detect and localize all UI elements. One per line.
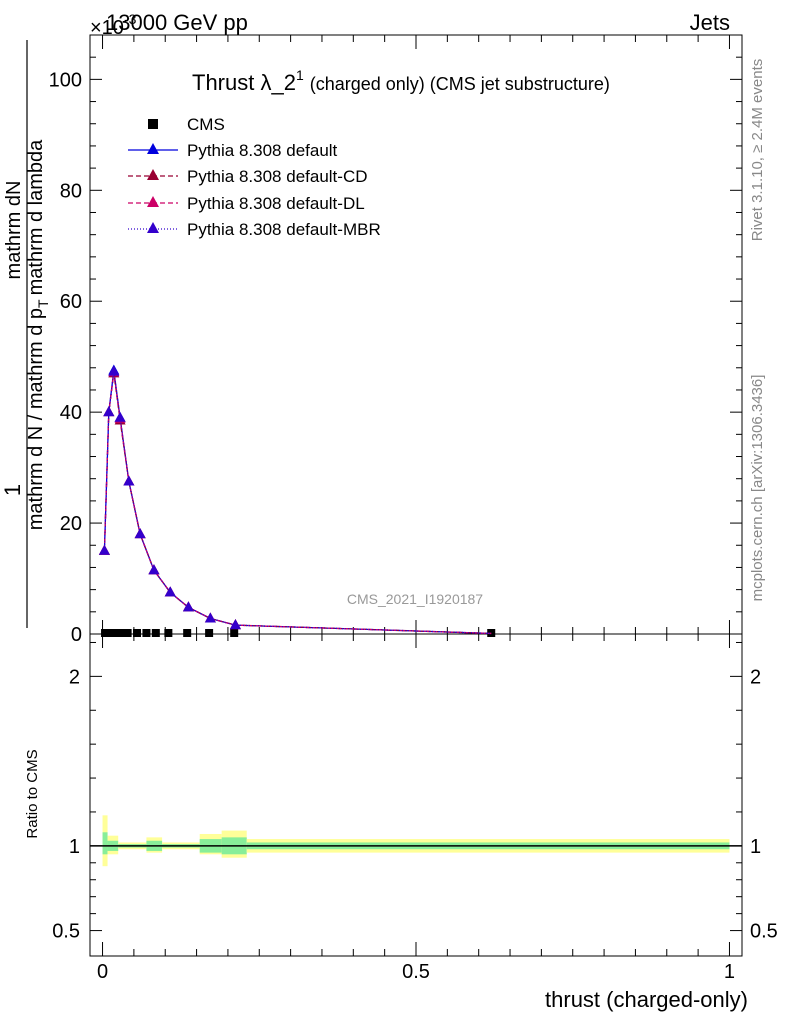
series-marker xyxy=(229,619,241,630)
cms-data-point xyxy=(117,629,126,637)
x-tick-label: 1 xyxy=(724,961,735,983)
cms-data-point xyxy=(151,629,160,637)
main-y-tick-label: 100 xyxy=(49,69,82,91)
series-marker xyxy=(182,601,194,612)
y-label-denominator: mathrm d N / mathrm d pTmathrm d lambda xyxy=(25,139,51,530)
legend-marker-mbr xyxy=(147,222,159,233)
ratio-y-tick-label-right: 2 xyxy=(750,666,761,688)
legend-marker-dl xyxy=(147,196,159,207)
series-marker xyxy=(148,564,160,575)
axis-ticks: 0 20 40 60 80 100 0 0.5 1 0.5 0.5 1 1 2 2 xyxy=(49,35,778,983)
y-label-dn-top: mathrm dN xyxy=(3,181,25,280)
ratio-y-tick-label: 2 xyxy=(69,666,80,688)
cms-data-point xyxy=(230,629,239,637)
analysis-watermark: CMS_2021_I1920187 xyxy=(347,591,483,607)
main-y-tick-label: 0 xyxy=(71,624,82,646)
ratio-y-tick-label-right: 0.5 xyxy=(750,921,778,943)
x-tick-label: 0.5 xyxy=(402,961,430,983)
main-y-tick-label: 80 xyxy=(60,180,82,202)
main-y-axis-label: 1 mathrm dN mathrm d N / mathrm d pTmath… xyxy=(0,40,51,628)
cms-data-point xyxy=(183,629,192,637)
legend-marker-cms xyxy=(148,119,158,129)
series-layer xyxy=(98,364,496,637)
cms-data-point xyxy=(164,629,173,637)
y-label-numerator: 1 xyxy=(0,484,25,496)
mcplots-label: mcplots.cern.ch [arXiv:1306.3436] xyxy=(749,375,766,602)
ratio-y-axis-label: Ratio to CMS xyxy=(24,749,41,838)
ratio-y-tick-label: 1 xyxy=(69,836,80,858)
cms-data-point xyxy=(205,629,214,637)
cms-data-point xyxy=(123,629,132,637)
series-marker xyxy=(204,612,216,623)
x-axis-label: thrust (charged-only) xyxy=(545,987,748,1012)
series-marker xyxy=(103,406,115,417)
cms-data-point xyxy=(133,629,142,637)
series-marker xyxy=(114,411,126,422)
legend-marker-default xyxy=(147,143,159,154)
series-marker xyxy=(134,528,146,539)
ratio-y-tick-label-right: 1 xyxy=(750,836,761,858)
series-marker xyxy=(123,475,135,486)
cms-data-point xyxy=(142,629,151,637)
series-marker xyxy=(98,544,110,555)
cms-data-point xyxy=(104,629,113,637)
ratio-band-green xyxy=(102,832,108,855)
series-marker xyxy=(164,586,176,597)
process-label: Jets xyxy=(690,10,730,35)
exponent-label: ×10-3 xyxy=(90,11,137,39)
legend-label-cd: Pythia 8.308 default-CD xyxy=(187,167,368,186)
legend-marker-cd xyxy=(147,169,159,180)
legend-label-dl: Pythia 8.308 default-DL xyxy=(187,194,365,213)
main-y-tick-label: 20 xyxy=(60,513,82,535)
rivet-label: Rivet 3.1.10, ≥ 2.4M events xyxy=(749,59,766,242)
legend: CMS Pythia 8.308 default Pythia 8.308 de… xyxy=(128,115,381,239)
chart-title: Thrust λ_21 (charged only) (CMS jet subst… xyxy=(192,67,610,95)
legend-label-mbr: Pythia 8.308 default-MBR xyxy=(187,220,381,239)
series-marker xyxy=(108,365,120,376)
legend-label-cms: CMS xyxy=(187,115,225,134)
x-tick-label: 0 xyxy=(97,961,108,983)
series-line xyxy=(103,371,492,635)
energy-label: 13000 GeV pp xyxy=(106,10,248,35)
main-y-tick-label: 40 xyxy=(60,402,82,424)
cms-data-point xyxy=(111,629,120,637)
ratio-plot-frame xyxy=(89,633,743,957)
ratio-bands xyxy=(90,815,742,867)
ratio-y-tick-label: 0.5 xyxy=(52,921,80,943)
main-y-tick-label: 60 xyxy=(60,291,82,313)
legend-label-default: Pythia 8.308 default xyxy=(187,141,338,160)
